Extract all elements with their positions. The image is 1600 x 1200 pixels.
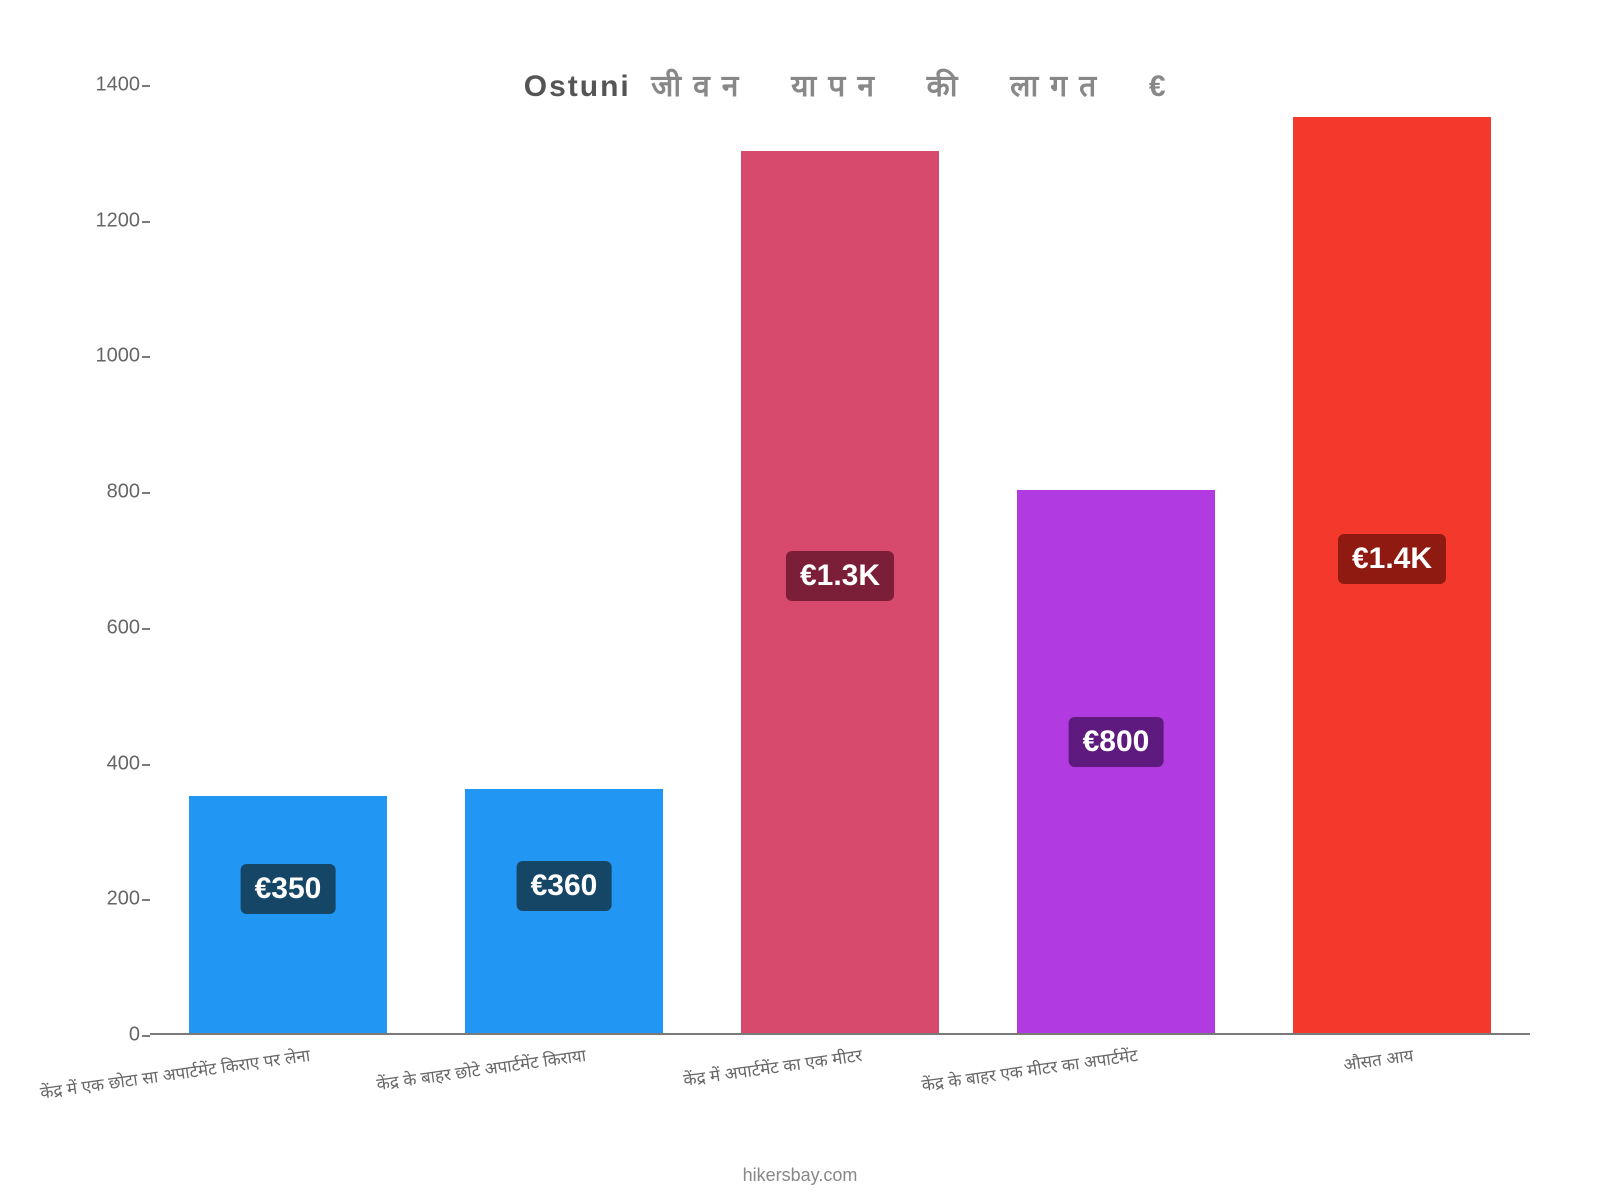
ytick-mark	[142, 1035, 150, 1037]
bar: €800	[1017, 490, 1216, 1033]
xtick-label: औसत आय	[1342, 1043, 1415, 1076]
ytick-label: 1400	[80, 74, 140, 97]
bar: €1.3K	[741, 151, 940, 1033]
xtick-label: केंद्र में अपार्टमेंट का एक मीटर	[681, 1043, 863, 1091]
bar-value-label: €1.4K	[1338, 534, 1446, 584]
ytick-mark	[142, 492, 150, 494]
plot-area: 0200400600800100012001400€350केंद्र में …	[150, 85, 1530, 1035]
ytick-mark	[142, 764, 150, 766]
bar-value-label: €800	[1069, 717, 1164, 767]
ytick-mark	[142, 356, 150, 358]
xtick-label: केंद्र में एक छोटा सा अपार्टमेंट किराए प…	[38, 1043, 311, 1104]
footer-credit: hikersbay.com	[0, 1165, 1600, 1186]
chart-container: Ostuni जीवन यापन की लागत € 0200400600800…	[70, 30, 1550, 1120]
bar: €1.4K	[1293, 117, 1492, 1033]
bar-value-label: €1.3K	[786, 551, 894, 601]
ytick-mark	[142, 628, 150, 630]
ytick-label: 1200	[80, 209, 140, 232]
bar-value-label: €350	[241, 864, 336, 914]
ytick-mark	[142, 221, 150, 223]
ytick-label: 400	[80, 752, 140, 775]
xtick-label: केंद्र के बाहर एक मीटर का अपार्टमेंट	[920, 1043, 1139, 1096]
ytick-mark	[142, 899, 150, 901]
ytick-mark	[142, 85, 150, 87]
ytick-label: 600	[80, 616, 140, 639]
bar: €350	[189, 796, 388, 1034]
bar: €360	[465, 789, 664, 1033]
ytick-label: 200	[80, 888, 140, 911]
ytick-label: 1000	[80, 345, 140, 368]
xtick-label: केंद्र के बाहर छोटे अपार्टमेंट किराया	[375, 1043, 587, 1095]
bar-value-label: €360	[517, 861, 612, 911]
ytick-label: 800	[80, 481, 140, 504]
ytick-label: 0	[80, 1024, 140, 1047]
